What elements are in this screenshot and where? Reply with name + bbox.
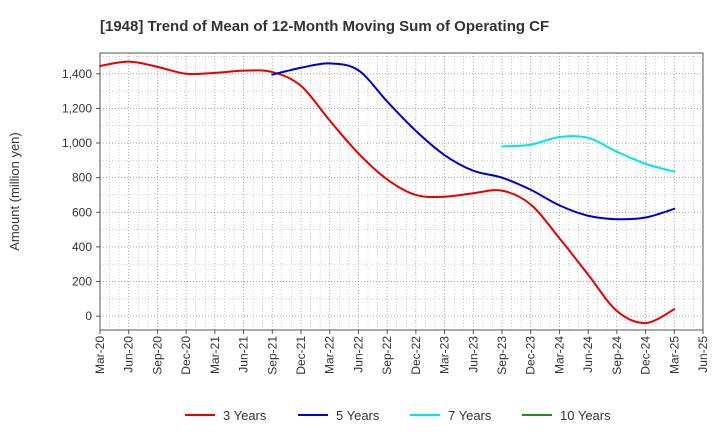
legend-label-7-years: 7 Years [448,408,492,423]
series-line-5-years [271,62,676,221]
y-tick-label: 200 [72,275,92,289]
legend-label-5-years: 5 Years [336,408,380,423]
x-tick-label: Sep-24 [610,336,624,375]
y-axis-label: Amount (million yen) [7,132,22,251]
x-tick-label: Jun-24 [581,336,595,373]
x-tick-label: Jun-20 [122,336,136,373]
series-line-3-years [99,60,676,325]
x-tick-label: Dec-22 [409,336,423,375]
x-tick-label: Mar-21 [208,336,222,374]
grid-layer [99,53,704,330]
y-tick-label: 600 [72,205,92,219]
x-tick-label: Mar-24 [552,336,566,374]
y-tick-label: 1,000 [62,136,92,150]
x-tick-label: Mar-23 [438,336,452,374]
x-tick-labels: Mar-20 Jun-20 Sep-20 Dec-20 Mar-21 Jun-21 Sep-… [93,330,710,375]
x-tick-label: Sep-22 [380,336,394,375]
x-tick-label: Dec-20 [179,336,193,375]
y-tick-label: 1,400 [62,67,92,81]
chart-title: [1948] Trend of Mean of 12-Month Moving … [100,18,549,35]
legend-label-10-years: 10 Years [560,408,611,423]
x-tick-label: Mar-22 [323,336,337,374]
x-tick-label: Sep-21 [265,336,279,375]
y-tick-label: 400 [72,240,92,254]
series-line-7-years [501,135,676,173]
x-tick-label: Dec-21 [294,336,308,375]
series-layer [99,60,676,325]
y-tick-labels: 0 200 400 600 800 1,000 1,200 1,400 [62,67,100,323]
y-tick-label: 800 [72,171,92,185]
plot-frame [99,52,704,331]
x-tick-label: Dec-24 [639,336,653,375]
x-tick-label: Jun-25 [696,336,710,373]
x-tick-label: Mar-25 [667,336,681,374]
x-tick-label: Mar-20 [93,336,107,374]
y-tick-label: 0 [85,309,92,323]
y-tick-label: 1,200 [62,101,92,115]
x-tick-label: Dec-23 [524,336,538,375]
x-tick-label: Jun-22 [351,336,365,373]
legend: 3 Years 5 Years 7 Years 10 Years [185,408,611,423]
legend-label-3-years: 3 Years [223,408,267,423]
x-tick-label: Jun-23 [466,336,480,373]
x-tick-label: Sep-20 [150,336,164,375]
x-tick-label: Jun-21 [237,336,251,373]
x-tick-label: Sep-23 [495,336,509,375]
